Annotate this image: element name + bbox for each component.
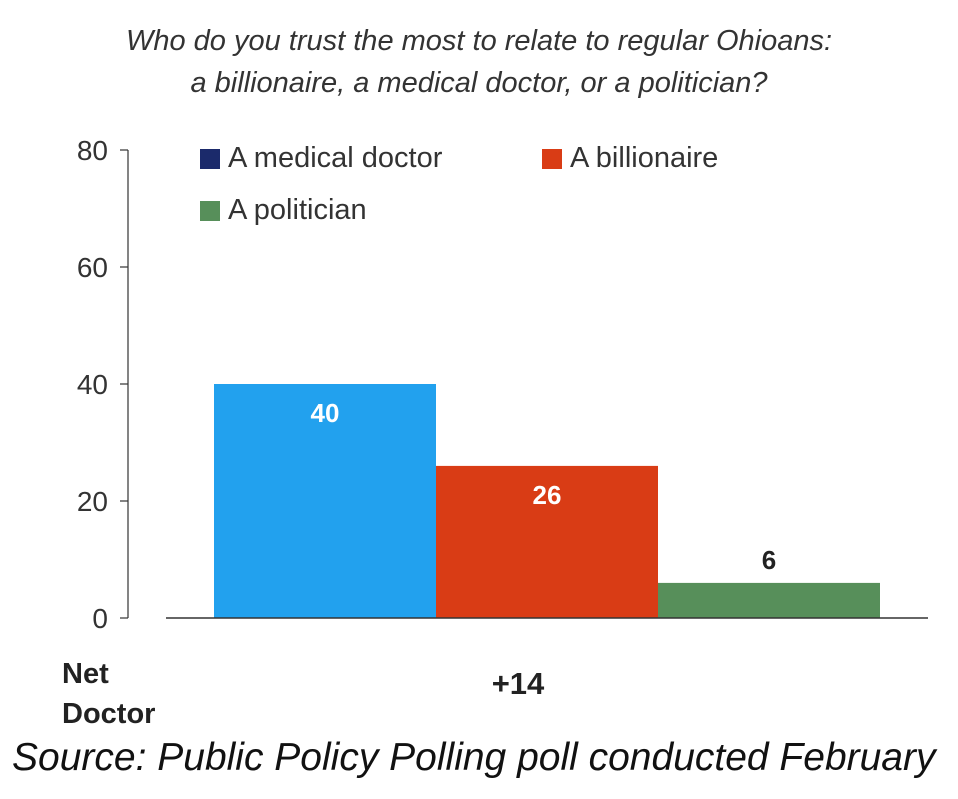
y-tick-label-0: 0 bbox=[92, 603, 108, 634]
data-label-2: 6 bbox=[762, 545, 776, 575]
source-note: Source: Public Policy Polling poll condu… bbox=[12, 736, 936, 779]
net-label-line-2: Doctor bbox=[62, 698, 156, 730]
legend-label-billionaire: A billionaire bbox=[570, 142, 719, 174]
legend-swatch-politician bbox=[200, 200, 220, 221]
legend-swatch-billionaire bbox=[542, 148, 562, 169]
bar-1 bbox=[436, 465, 658, 618]
legend-item-billionaire: A billionaire bbox=[542, 142, 718, 175]
data-label-1: 26 bbox=[533, 480, 562, 510]
legend-label-politician: A politician bbox=[228, 194, 367, 226]
bar-0 bbox=[214, 384, 436, 618]
legend-label-medical-doctor: A medical doctor bbox=[228, 142, 443, 174]
chart-title-line-1: Who do you trust the most to relate to r… bbox=[125, 25, 833, 57]
y-tick-label-80: 80 bbox=[77, 135, 108, 166]
bar-2 bbox=[658, 582, 880, 618]
data-label-0: 40 bbox=[311, 398, 340, 428]
legend-swatch-medical-doctor bbox=[200, 148, 220, 169]
y-tick-label-40: 40 bbox=[77, 369, 108, 400]
net-label-line-1: Net bbox=[62, 658, 109, 690]
legend-item-medical-doctor: A medical doctor bbox=[200, 142, 442, 175]
y-tick-label-60: 60 bbox=[77, 252, 108, 283]
legend-item-politician: A politician bbox=[200, 194, 367, 227]
net-label: Net Doctor bbox=[62, 654, 155, 734]
chart-title-line-2: a billionaire, a medical doctor, or a po… bbox=[190, 67, 768, 99]
y-tick-label-20: 20 bbox=[77, 486, 108, 517]
net-value: +14 bbox=[491, 666, 545, 701]
chart-title: Who do you trust the most to relate to r… bbox=[0, 20, 958, 104]
